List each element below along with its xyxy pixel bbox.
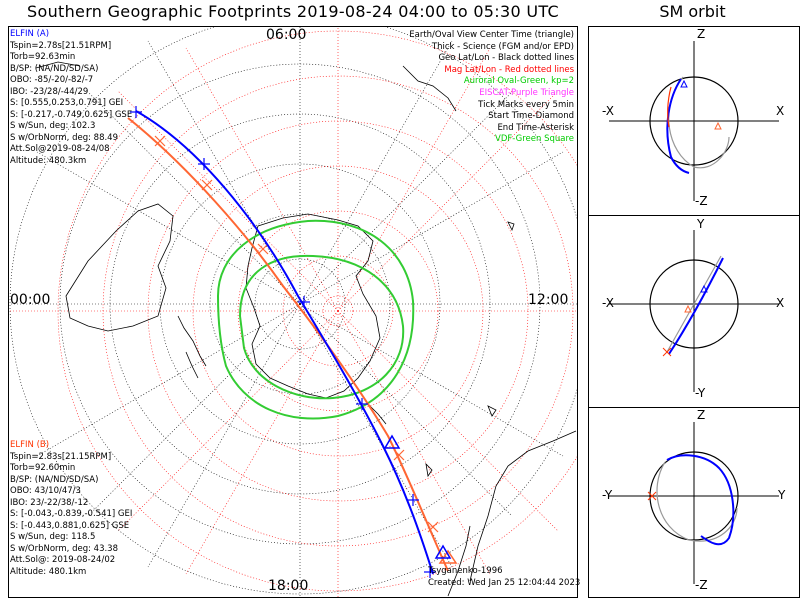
sm1-top: Z [697,27,706,41]
elfin-b-info-line: S: [-0.443,0.881,0.625] GSE [10,520,130,531]
sm2-right: X [776,296,785,310]
sm-panel-yz [588,407,800,598]
legend-item: Start Time-Diamond [488,111,574,122]
elfin-a-info-line: Altitude: 480.3km [10,155,87,166]
elfin-b-info: ELFIN (B) Tspin=2.83s[21.15RPM] Torb=92.60… [10,440,132,578]
mag-grid [9,27,577,597]
elfin-b-info-line: S: [-0.043,-0.839,-0.541] GEI [10,509,133,519]
elfin-a-info-line: S: [0.555,0.253,0.791] GEI [10,98,124,108]
elfin-b-info-line: Tspin=2.83s[21.15RPM] [10,451,112,462]
hour-label-top: 06:00 [266,27,307,43]
elfin-b-info-line: IBO: 23/-22/38/-12 [10,497,89,508]
elfin-b-info-line: OBO: 43/10/47/3 [10,486,81,496]
legend-item: Earth/Oval View Center Time (triangle) [409,30,574,40]
elfin-a-info-line: OBO: -85/-20/-82/-7 [10,75,94,85]
elfin-b-info-line: B/SP: (NA/ND/SD/SA) [10,474,99,485]
legend-item: Geo Lat/Lon - Black dotted lines [438,53,574,64]
legend-item: Mag Lat/Lon - Red dotted lines [444,64,574,75]
elfin-a-info-line: S w/Sun, deg: 102.3 [10,121,96,131]
sm-panel-xy [588,215,800,408]
hour-label-right: 12:00 [528,292,569,308]
legend-item: End Time-Asterisk [497,122,574,133]
elfin-a-info-line: S w/OrbNorm, deg: 88.49 [10,132,119,143]
sm1-right: X [776,104,785,118]
map-title: Southern Geographic Footprints 2019-08-2… [27,2,559,21]
sm-yz-plot [609,422,779,584]
sm3-bottom: -Z [695,578,708,592]
sm-orbit-title: SM orbit [659,2,726,21]
elfin-a-name: ELFIN (A) [10,29,50,39]
legend-item: EISCAT-Purple Triangle [479,87,574,98]
hour-label-left: 00:00 [10,292,51,308]
elfin-a-info-line: S: [-0.217,-0.749,0.625] GSE [10,109,133,120]
sm2-bottom: -Y [695,386,706,400]
elfin-a-info-line: B/SP: (NA/ND/SD/SA) [10,63,99,74]
sm3-top: Z [697,408,706,422]
elfin-a-info-line: IBO: -23/28/-44/29 [10,86,89,97]
model-credit: Tsyganenko-1996 [428,566,503,576]
elfin-b-info-line: S w/Sun, deg: 118.5 [10,532,96,542]
legend-item: Tick Marks every 5min [478,99,574,110]
sm3-right: Y [778,488,786,502]
created-timestamp: Created: Wed Jan 25 12:04:44 2023 [428,578,581,588]
map-legend: Earth/Oval View Center Time (triangle) Th… [409,30,574,146]
elfin-b-name: ELFIN (B) [10,440,50,450]
elfin-b-info-line: S w/OrbNorm, deg: 43.38 [10,543,119,554]
sm1-bottom: -Z [695,194,708,208]
sm1-left: -X [602,104,614,118]
sm-panel-xz [588,26,800,216]
sm2-top: Y [697,217,705,231]
elfin-a-track [130,106,452,578]
elfin-a-info-line: Torb=92.63min [10,52,76,62]
elfin-a-info-line: Tspin=2.78s[21.51RPM] [10,40,112,51]
sm3-left: -Y [602,488,613,502]
sm-xy-plot [609,230,779,392]
elfin-b-info-line: Att.Sol@: 2019-08-24/02 [10,555,116,565]
sm-xz-plot [609,41,779,201]
auroral-oval [216,219,415,420]
geo-grid [9,27,577,597]
elfin-b-info-line: Torb=92.60min [10,463,76,473]
elfin-a-info-line: Att.Sol@2019-08-24/08 [10,144,110,154]
elfin-b-info-line: Altitude: 480.1km [10,566,87,577]
elfin-a-info: ELFIN (A) Tspin=2.78s[21.51RPM] Torb=92.63… [10,29,132,167]
legend-item: VDF-Green Square [495,134,574,145]
legend-item: Thick - Science (FGM and/or EPD) [431,41,574,52]
polar-map [9,27,577,597]
sm2-left: -X [602,296,614,310]
elfin-b-track [127,117,458,572]
hour-label-bottom: 18:00 [268,578,309,594]
legend-item: Auroral Oval-Green, kp=2 [463,76,574,87]
